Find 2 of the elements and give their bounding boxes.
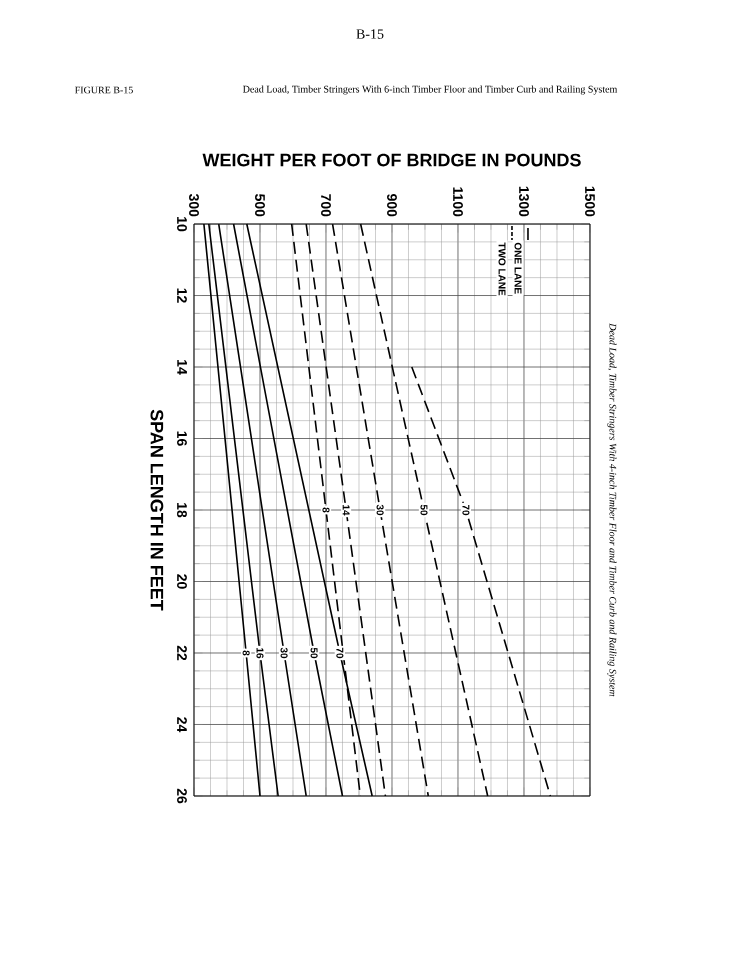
chart-title: WEIGHT PER FOOT OF BRIDGE IN POUNDS [202, 153, 581, 167]
y-axis-title: SPAN LENGTH IN FEET [150, 409, 164, 611]
